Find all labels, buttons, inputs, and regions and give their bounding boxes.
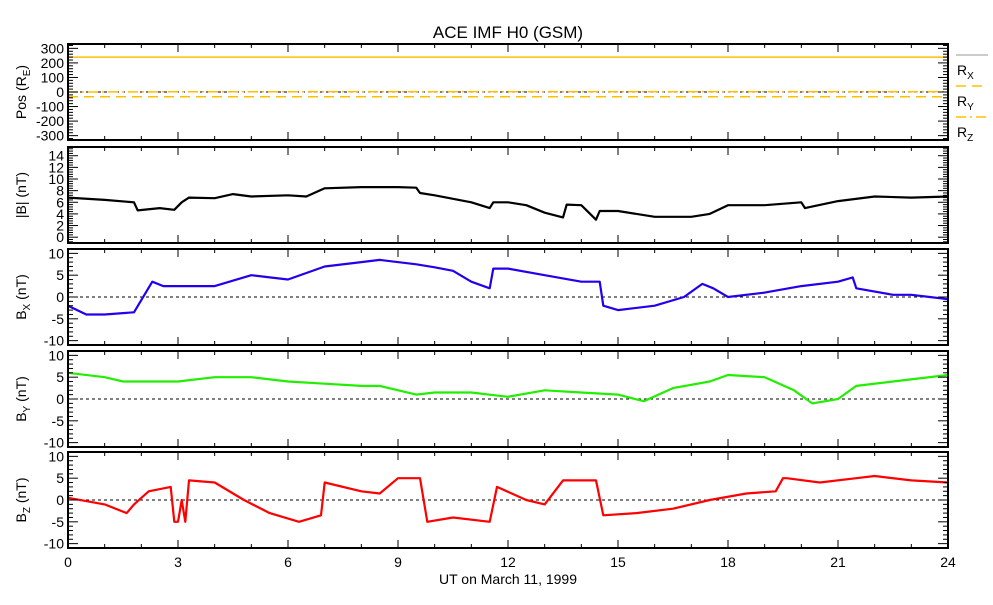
y-tick-label: -300 [36, 128, 64, 144]
y-tick-label: -200 [36, 113, 64, 129]
legend-label-main: R [957, 62, 967, 78]
y-axis-label-suffix: (nT) [13, 274, 29, 304]
y-tick-label: -10 [44, 333, 64, 349]
y-tick-label: 10 [48, 448, 64, 464]
y-axis-label-main: B [13, 310, 29, 319]
y-tick-label: -5 [52, 311, 65, 327]
y-tick-label: 10 [48, 347, 64, 363]
legend-label-sub: X [967, 71, 974, 82]
y-tick-label: 300 [41, 40, 65, 56]
y-tick-label: 10 [48, 245, 64, 261]
x-tick-label: 21 [830, 554, 846, 570]
y-tick-label: -5 [52, 514, 65, 530]
series-bz [68, 476, 948, 522]
y-tick-label: 0 [56, 492, 64, 508]
x-tick-label: 12 [500, 554, 516, 570]
y-tick-label: 200 [41, 55, 65, 71]
panel-frame [68, 147, 948, 243]
y-tick-label: -100 [36, 99, 64, 115]
y-axis-label-main: B [13, 412, 29, 421]
legend-label-main: R [957, 124, 967, 140]
y-axis-label-main: |B| (nT) [13, 172, 29, 218]
legend-label-rx: RX [957, 62, 974, 82]
y-tick-label: 5 [56, 369, 64, 385]
y-axis-label-suffix: ) [13, 65, 29, 70]
y-tick-label: 0 [56, 84, 64, 100]
legend-label-sub: Z [967, 133, 973, 144]
series-bx [68, 260, 948, 315]
y-axis-label: BY (nT) [13, 376, 33, 422]
x-tick-label: 24 [940, 554, 956, 570]
x-tick-label: 18 [720, 554, 736, 570]
x-tick-label: 9 [394, 554, 402, 570]
chart-title: ACE IMF H0 (GSM) [433, 23, 583, 42]
y-axis-label-suffix: (nT) [13, 477, 29, 507]
y-axis-label: |B| (nT) [13, 172, 29, 218]
legend-label-main: R [957, 93, 967, 109]
x-tick-label: 0 [64, 554, 72, 570]
y-tick-label: 0 [56, 289, 64, 305]
y-tick-label: 5 [56, 267, 64, 283]
y-axis-label: BX (nT) [13, 274, 33, 320]
legend-label-sub: Y [967, 102, 974, 113]
series-b [68, 187, 948, 220]
y-tick-label: 100 [41, 69, 65, 85]
y-axis-label-main: Pos (R [13, 76, 29, 119]
y-axis-label: BZ (nT) [13, 477, 33, 522]
y-tick-label: 5 [56, 470, 64, 486]
panel-bx: -10 -5 0 5 10 BX (nT) [13, 245, 948, 348]
x-tick-label: 15 [610, 554, 626, 570]
legend-label-ry: RY [957, 93, 974, 113]
panel-bz: -10 -5 0 5 10 BZ (nT) [13, 448, 948, 551]
y-tick-label: -5 [52, 413, 65, 429]
y-tick-label: 0 [56, 391, 64, 407]
y-tick-label: 14 [48, 148, 64, 164]
x-tick-label: 3 [174, 554, 182, 570]
x-tick-label: 6 [284, 554, 292, 570]
y-axis-label-main: B [13, 513, 29, 522]
y-axis-label: Pos (RE) [13, 65, 33, 119]
legend-label-rz: RZ [957, 124, 973, 144]
y-tick-label: -10 [44, 536, 64, 552]
x-axis-label: UT on March 11, 1999 [439, 571, 577, 587]
y-axis-label-suffix: (nT) [13, 376, 29, 406]
